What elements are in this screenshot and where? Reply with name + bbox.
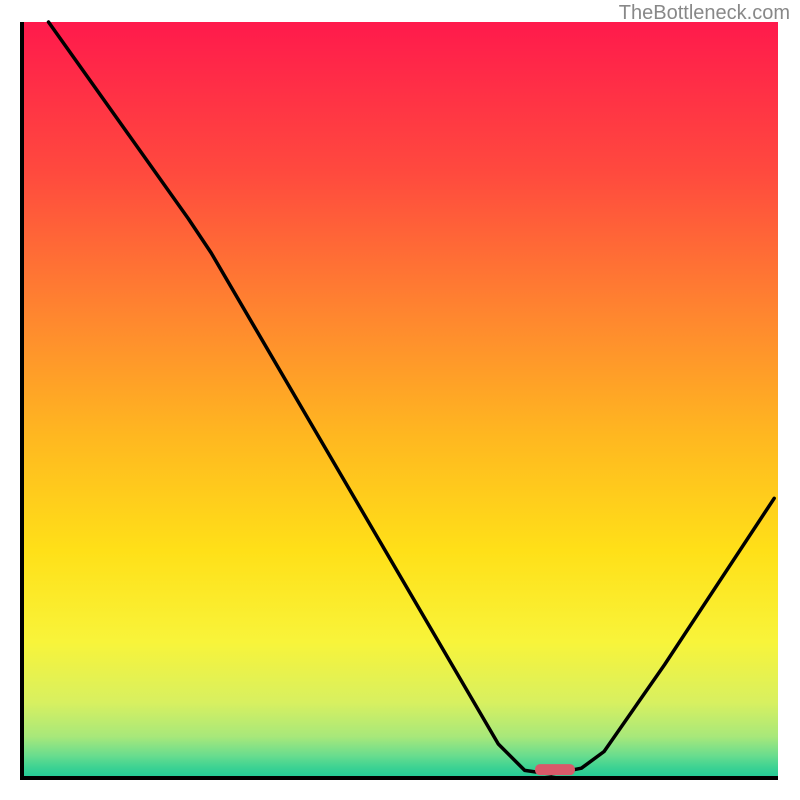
watermark-text: TheBottleneck.com	[619, 2, 790, 25]
chart-container: TheBottleneck.com	[0, 0, 800, 800]
optimal-marker	[535, 764, 575, 775]
chart-svg	[0, 0, 800, 800]
